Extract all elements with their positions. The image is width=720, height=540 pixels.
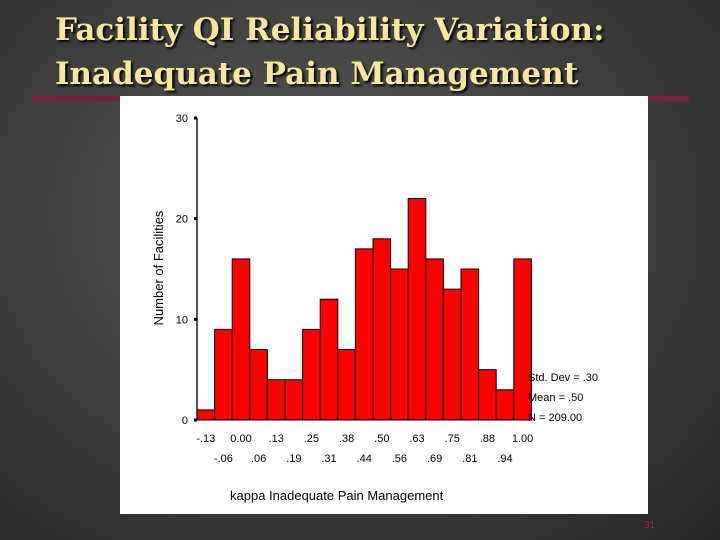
x-tick-label: .88 bbox=[480, 433, 495, 445]
histogram-bar bbox=[249, 349, 268, 421]
histogram-bar bbox=[425, 258, 444, 421]
x-tick-label: .13 bbox=[269, 433, 284, 445]
y-tick-mark bbox=[194, 418, 197, 422]
y-tick-label: 10 bbox=[176, 314, 188, 326]
histogram-bar bbox=[319, 298, 339, 421]
y-tick-mark bbox=[194, 116, 197, 120]
histogram-bar bbox=[302, 328, 321, 421]
title-line-2: Inadequate Pain Management bbox=[55, 56, 579, 92]
y-tick-mark bbox=[194, 217, 197, 221]
x-tick-label: .25 bbox=[304, 433, 319, 445]
y-tick-label: 30 bbox=[176, 113, 188, 125]
histogram-bar bbox=[214, 328, 233, 421]
histogram-bar bbox=[460, 268, 480, 421]
stats-annotation: Std. Dev = .30 bbox=[528, 372, 598, 384]
histogram-bar bbox=[442, 288, 462, 421]
histogram-bar bbox=[337, 349, 356, 421]
y-axis-label: Number of Facilities bbox=[151, 210, 166, 325]
histogram-chart: 0 10 20 30 Number of Facilities -.13 0.00 .13 .2… bbox=[151, 113, 598, 503]
x-tick-label: .56 bbox=[392, 453, 407, 465]
x-tick-label: 1.00 bbox=[512, 433, 533, 445]
histogram-bar bbox=[372, 238, 392, 421]
x-tick-label: -.06 bbox=[214, 453, 233, 465]
histogram-bar bbox=[390, 268, 409, 421]
y-tick-mark bbox=[194, 317, 197, 321]
x-tick-label: .75 bbox=[445, 433, 460, 445]
chart-panel: 0 10 20 30 Number of Facilities -.13 0.00 .13 .2… bbox=[120, 96, 648, 514]
x-tick-label: .81 bbox=[462, 453, 477, 465]
x-tick-label: .19 bbox=[286, 453, 301, 465]
x-tick-label: 0.00 bbox=[230, 433, 251, 445]
histogram-bar bbox=[266, 379, 286, 421]
x-tick-label: .50 bbox=[374, 433, 389, 445]
x-tick-label: .44 bbox=[357, 453, 372, 465]
y-tick-label: 0 bbox=[182, 415, 188, 427]
histogram-bar bbox=[354, 248, 374, 421]
histogram-bar bbox=[284, 379, 304, 421]
histogram-bar bbox=[495, 389, 515, 421]
title-line-1: Facility QI Reliability Variation: bbox=[55, 12, 605, 48]
x-axis-label: kappa Inadequate Pain Management bbox=[230, 488, 444, 503]
x-tick-label: .63 bbox=[409, 433, 424, 445]
histogram-bar bbox=[478, 369, 497, 421]
histogram-bar bbox=[196, 409, 216, 421]
slide-title: Facility QI Reliability Variation: Inade… bbox=[55, 8, 695, 96]
histogram-bar bbox=[407, 198, 427, 421]
slide-number: 31 bbox=[644, 520, 656, 531]
x-tick-label: .06 bbox=[251, 453, 266, 465]
x-tick-label: .38 bbox=[339, 433, 354, 445]
stats-annotation: Mean = .50 bbox=[528, 392, 583, 404]
x-tick-label: -.13 bbox=[196, 433, 215, 445]
histogram-bar bbox=[231, 258, 251, 421]
y-tick-label: 20 bbox=[176, 214, 188, 226]
x-tick-label: .69 bbox=[427, 453, 442, 465]
x-tick-label: .94 bbox=[497, 453, 512, 465]
x-tick-label: .31 bbox=[321, 453, 336, 465]
stats-annotation: N = 209.00 bbox=[528, 412, 582, 424]
